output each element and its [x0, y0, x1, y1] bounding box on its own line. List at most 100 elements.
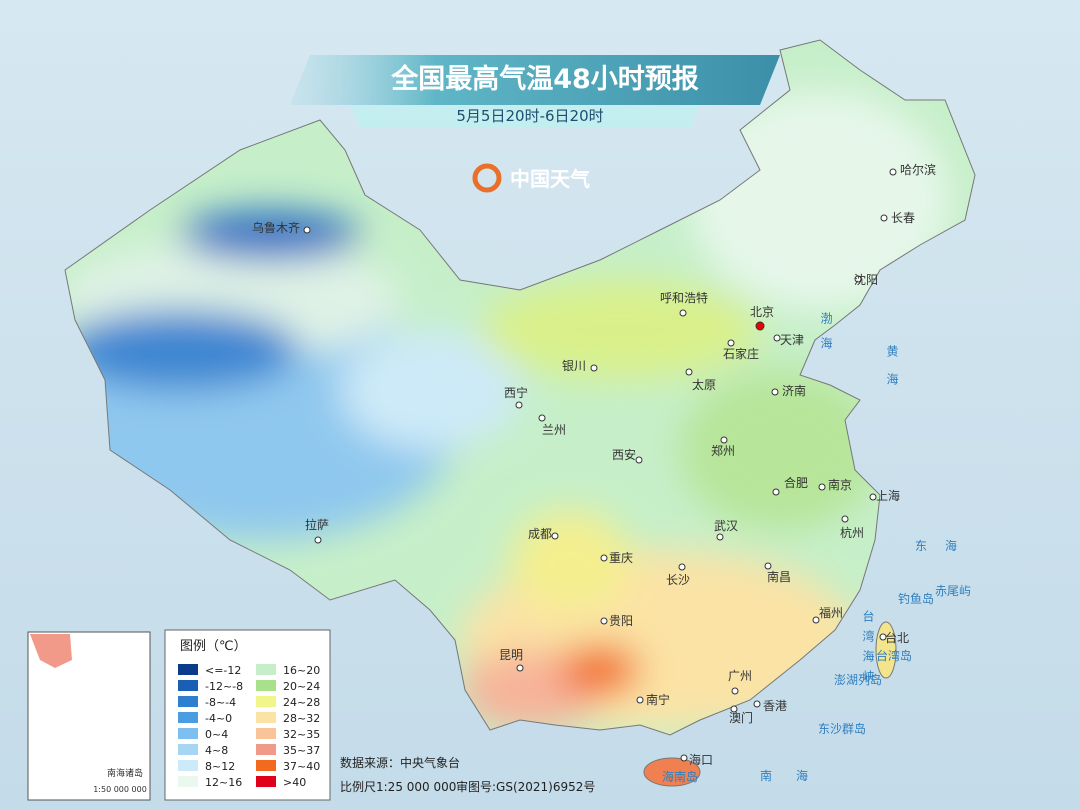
legend-swatch [178, 776, 198, 787]
subtitle-banner [350, 105, 700, 128]
legend-label: 0~4 [205, 728, 228, 741]
city-label: 银川 [562, 359, 586, 373]
city-label: 合肥 [784, 475, 808, 490]
city-dot [854, 275, 862, 283]
city-dot [636, 696, 644, 704]
city-label: 哈尔滨 [900, 162, 936, 177]
legend-label: -12~-8 [205, 680, 243, 693]
city-dot [720, 436, 728, 444]
legend-swatch [178, 680, 198, 691]
city-label: 呼和浩特 [660, 290, 708, 305]
legend-swatch [256, 664, 276, 675]
city-label: 长沙 [666, 573, 690, 587]
city-label: 成都 [528, 527, 552, 541]
place-label: 海南岛 [662, 769, 698, 784]
legend-label: 37~40 [283, 760, 320, 773]
city-dot [680, 754, 688, 762]
city-label: 福州 [819, 605, 843, 620]
city-dot [730, 705, 738, 713]
legend: 图例（℃） <=-12 -12~-8 -8~-4 -4~0 0~4 4~8 8~12 12~1… [164, 629, 331, 801]
city-dot [731, 687, 739, 695]
city-label: 乌鲁木齐 [252, 220, 300, 235]
title-banner [290, 55, 780, 105]
legend-swatch [256, 744, 276, 755]
inset: 南海诸岛 1:50 000 000 [27, 631, 151, 801]
legend-swatch [178, 696, 198, 707]
city-dot [590, 364, 598, 372]
city-label: 兰州 [542, 423, 566, 437]
legend-swatch [256, 760, 276, 771]
city-dot [841, 515, 849, 523]
city-label: 台北 [885, 630, 909, 645]
city-dot [516, 664, 524, 672]
city-dot [773, 334, 781, 342]
city-label: 拉萨 [305, 517, 329, 532]
city-dot [600, 554, 608, 562]
legend-swatch [178, 728, 198, 739]
place-label: 澎湖列岛 [834, 672, 882, 687]
legend-title: 图例（℃） [180, 639, 247, 654]
legend-label: 16~20 [283, 664, 320, 677]
hainan [643, 757, 701, 787]
place-label: 东沙群岛 [818, 721, 866, 736]
legend-swatch [178, 664, 198, 675]
legend-swatch [256, 712, 276, 723]
legend-label: 20~24 [283, 680, 320, 693]
city-label: 南昌 [767, 569, 791, 584]
legend-swatch [256, 696, 276, 707]
legend-swatch [178, 760, 198, 771]
city-label: 北京 [750, 305, 774, 319]
legend-label: 4~8 [205, 744, 228, 757]
place-label: 台湾岛 [876, 648, 912, 663]
logo-text: 中国天气 [510, 167, 590, 191]
city-label: 杭州 [840, 525, 864, 540]
place-label: 钓鱼岛 [898, 591, 934, 606]
city-dot [764, 562, 772, 570]
city-dot [812, 616, 820, 624]
inset-title: 南海诸岛 [107, 767, 143, 779]
city-label: 广州 [728, 669, 752, 683]
city-dot [753, 700, 761, 708]
place-label: 南海 [760, 768, 832, 783]
inset-scale: 1:50 000 000 [93, 785, 147, 794]
city-label: 西宁 [504, 385, 528, 400]
legend-swatch [178, 744, 198, 755]
legend-swatch [256, 728, 276, 739]
city-dot [772, 488, 780, 496]
city-dot [818, 483, 826, 491]
legend-label: 8~12 [205, 760, 235, 773]
legend-label: 24~28 [283, 696, 320, 709]
city-dot [515, 401, 523, 409]
city-label: 昆明 [499, 648, 523, 662]
city-label: 天津 [780, 333, 804, 347]
city-label: 香港 [763, 699, 787, 713]
city-label: 石家庄 [723, 346, 759, 361]
city-label: 南京 [828, 477, 852, 492]
city-label: 海口 [689, 752, 713, 767]
subtitle: 5月5日20时-6日20时 [456, 107, 603, 125]
scale: 比例尺1:25 000 000 [340, 780, 456, 794]
title: 全国最高气温48小时预报 [390, 63, 699, 95]
city-dot [889, 168, 897, 176]
city-label: 济南 [782, 383, 806, 398]
city-dot [716, 533, 724, 541]
city-dot [600, 617, 608, 625]
legend-label: 32~35 [283, 728, 320, 741]
city-dot [303, 226, 311, 234]
place-label: 赤尾屿 [935, 584, 971, 598]
city-dot [869, 493, 877, 501]
city-dot [685, 368, 693, 376]
place-label: 渤海 [819, 312, 833, 362]
city-label: 郑州 [711, 443, 735, 458]
inset-land [30, 634, 72, 668]
city-label: 长春 [891, 211, 915, 225]
legend-swatch [256, 776, 276, 787]
legend-label: >40 [283, 776, 306, 789]
data-source: 数据来源：中央气象台 [340, 755, 460, 770]
city-dot [551, 532, 559, 540]
legend-swatch [178, 712, 198, 723]
legend-label: -8~-4 [205, 696, 236, 709]
